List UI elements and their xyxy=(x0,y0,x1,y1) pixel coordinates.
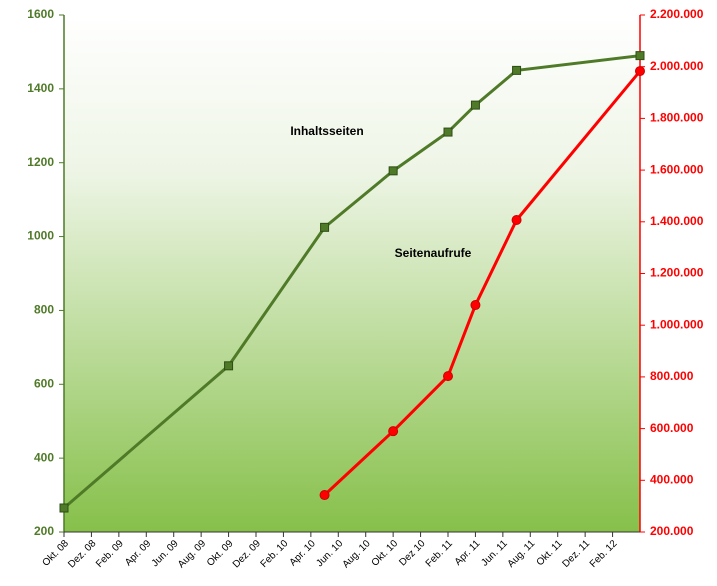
point xyxy=(635,66,645,77)
x-tick-label: Okt. 10 xyxy=(370,538,401,569)
x-tick-label: Feb. 10 xyxy=(259,538,291,570)
x-tick-label: Jun. 11 xyxy=(479,538,510,569)
point xyxy=(388,426,399,437)
x-tick-label: Aug. 11 xyxy=(506,538,538,570)
point xyxy=(224,361,234,371)
point xyxy=(388,166,398,176)
x-tick-label: Aug. 10 xyxy=(341,538,373,570)
y2-tick-label: 1.200.000 xyxy=(650,266,704,280)
y2-tick-label: 600.000 xyxy=(650,421,694,435)
y-tick-label: 1400 xyxy=(27,81,54,95)
x-tick-label: Aug. 09 xyxy=(176,538,208,570)
point xyxy=(59,503,69,513)
series-annotation: Inhaltsseiten xyxy=(290,124,363,138)
x-tick-label: Apr. 10 xyxy=(288,538,318,568)
series-line xyxy=(323,70,642,497)
y2-tick-label: 800.000 xyxy=(650,369,694,383)
x-tick-label: Jun. 10 xyxy=(314,538,345,569)
y-tick-label: 600 xyxy=(34,376,54,390)
point xyxy=(319,490,330,501)
y-tick-label: 1200 xyxy=(27,155,54,169)
x-tick-label: Feb. 11 xyxy=(424,538,456,570)
y2-tick-label: 2.200.000 xyxy=(650,7,704,21)
y2-tick-label: 1.400.000 xyxy=(650,214,704,228)
y-tick-label: 800 xyxy=(34,303,54,317)
point xyxy=(635,51,645,61)
y-tick-label: 1000 xyxy=(27,229,54,243)
x-tick-label: Okt. 11 xyxy=(535,538,565,568)
point xyxy=(443,371,453,382)
series-line xyxy=(63,54,641,510)
point xyxy=(320,222,330,232)
y-tick-label: 400 xyxy=(34,450,54,464)
y2-tick-label: 1.000.000 xyxy=(650,317,704,331)
y2-tick-label: 400.000 xyxy=(650,472,694,486)
point xyxy=(512,65,522,75)
x-tick-label: Apr. 09 xyxy=(123,538,153,568)
y2-tick-label: 1.800.000 xyxy=(650,111,704,125)
x-tick-label: Feb. 12 xyxy=(588,538,620,570)
point xyxy=(443,127,453,137)
x-tick-label: Dez. 11 xyxy=(560,538,592,570)
y-tick-label: 1600 xyxy=(27,7,54,21)
series-annotation: Seitenaufrufe xyxy=(395,246,472,260)
y2-tick-label: 1.600.000 xyxy=(650,162,704,176)
point xyxy=(511,214,522,225)
point xyxy=(470,100,480,110)
x-tick-label: Dez. 08 xyxy=(66,538,98,570)
y2-tick-label: 200.000 xyxy=(650,524,694,538)
x-tick-label: Dez 10 xyxy=(397,538,427,568)
y-tick-label: 200 xyxy=(34,524,54,538)
plot-area xyxy=(64,15,640,532)
x-tick-label: Jun. 09 xyxy=(150,538,181,569)
point xyxy=(470,300,481,311)
y2-tick-label: 2.000.000 xyxy=(650,59,704,73)
x-tick-label: Apr. 11 xyxy=(453,538,483,568)
x-tick-label: Feb. 09 xyxy=(94,538,126,570)
x-tick-label: Dez. 09 xyxy=(231,538,263,570)
